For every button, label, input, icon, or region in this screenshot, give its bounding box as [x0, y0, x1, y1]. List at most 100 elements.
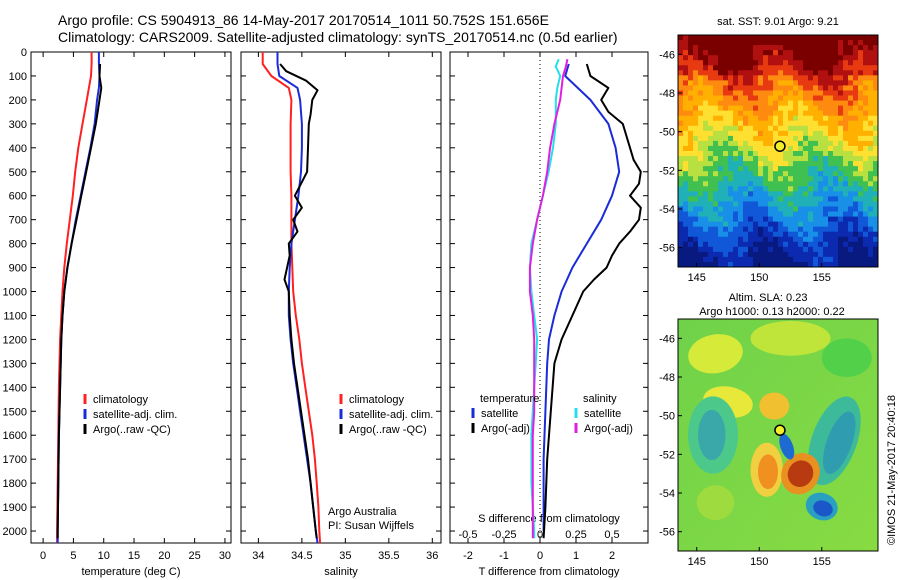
- sst-cell: [738, 186, 744, 192]
- sst-cell: [768, 181, 774, 187]
- sst-cell: [778, 110, 784, 117]
- sst-cell: [738, 120, 744, 127]
- sst-cell: [783, 50, 789, 56]
- sst-cell: [863, 130, 869, 137]
- sst-cell: [803, 60, 809, 66]
- sst-cell: [863, 211, 869, 217]
- sst-cell: [873, 246, 878, 253]
- sst-cell: [793, 145, 799, 152]
- sst-cell: [698, 110, 704, 117]
- sst-cell: [748, 261, 754, 267]
- sst-cell: [833, 166, 839, 172]
- sst-cell: [783, 105, 789, 112]
- sst-cell: [818, 110, 824, 117]
- sst-cell: [828, 191, 834, 197]
- sst-cell: [678, 65, 684, 71]
- sst-cell: [858, 95, 864, 101]
- sst-cell: [708, 176, 714, 182]
- salinity-legend-title: salinity: [583, 393, 617, 405]
- sst-cell: [688, 90, 694, 96]
- sst-cell: [798, 90, 804, 96]
- sst-cell: [793, 261, 799, 267]
- sst-cell: [698, 196, 704, 202]
- sst-cell: [753, 206, 759, 212]
- sst-cell: [738, 75, 744, 81]
- sst-cell: [863, 176, 869, 182]
- sst-cell: [813, 231, 819, 238]
- sst-cell: [758, 40, 764, 46]
- sst-cell: [708, 236, 714, 243]
- sst-cell: [743, 196, 749, 202]
- sst-cell: [823, 216, 829, 223]
- sst-cell: [853, 226, 859, 233]
- sst-cell: [828, 186, 834, 192]
- sst-cell: [763, 75, 769, 81]
- sst-cell: [688, 241, 694, 248]
- sla-anomaly: [698, 409, 726, 461]
- sst-cell: [783, 135, 789, 142]
- depth-tick-label: 400: [9, 143, 27, 155]
- sst-cell: [748, 226, 754, 233]
- depth-tick-label: 300: [9, 119, 27, 131]
- sst-cell: [838, 236, 844, 243]
- sst-cell: [748, 171, 754, 177]
- sst-cell: [718, 95, 724, 101]
- sst-cell: [798, 75, 804, 81]
- sst-cell: [703, 251, 709, 258]
- sst-cell: [753, 80, 759, 86]
- sst-cell: [803, 241, 809, 248]
- sst-cell: [733, 201, 739, 207]
- sst-cell: [833, 120, 839, 127]
- sst-cell: [718, 125, 724, 132]
- sst-cell: [858, 201, 864, 207]
- sst-cell: [728, 246, 734, 253]
- sst-cell: [713, 115, 719, 122]
- sst-cell: [788, 135, 794, 142]
- sst-cell: [728, 221, 734, 228]
- sst-cell: [853, 50, 859, 56]
- sst-cell: [678, 256, 684, 263]
- sst-cell: [713, 120, 719, 127]
- sst-cell: [748, 100, 754, 107]
- sst-cell: [823, 176, 829, 182]
- s-diff-tick-label: -0.5: [459, 529, 478, 541]
- sst-cell: [833, 226, 839, 233]
- sst-cell: [863, 206, 869, 212]
- sst-cell: [683, 191, 689, 197]
- sst-cell: [743, 261, 749, 267]
- sst-cell: [768, 191, 774, 197]
- sst-cell: [763, 186, 769, 192]
- sst-cell: [823, 161, 829, 167]
- sst-cell: [838, 55, 844, 61]
- sst-cell: [848, 191, 854, 197]
- sst-cell: [858, 161, 864, 167]
- sst-cell: [788, 221, 794, 228]
- sst-cell: [778, 55, 784, 61]
- sst-cell: [698, 125, 704, 132]
- sst-cell: [708, 171, 714, 177]
- sst-cell: [748, 151, 754, 157]
- sst-cell: [693, 55, 699, 61]
- sst-cell: [748, 181, 754, 187]
- sst-cell: [863, 201, 869, 207]
- sst-cell: [683, 236, 689, 243]
- sst-cell: [828, 201, 834, 207]
- sst-cell: [873, 261, 878, 267]
- sst-cell: [833, 105, 839, 112]
- sst-cell: [703, 35, 709, 41]
- sst-cell: [738, 221, 744, 228]
- sst-cell: [858, 261, 864, 267]
- sst-cell: [873, 181, 878, 187]
- sst-cell: [763, 251, 769, 258]
- sst-cell: [798, 166, 804, 172]
- sst-cell: [753, 70, 759, 76]
- sst-cell: [848, 206, 854, 212]
- sst-cell: [828, 85, 834, 91]
- sst-cell: [813, 130, 819, 137]
- sst-cell: [723, 251, 729, 258]
- sst-cell: [743, 151, 749, 157]
- salinity-legend-label: satellite-adj. clim.: [349, 409, 433, 421]
- sst-cell: [783, 120, 789, 127]
- sst-cell: [778, 161, 784, 167]
- x-tick-label: 35.5: [378, 550, 399, 562]
